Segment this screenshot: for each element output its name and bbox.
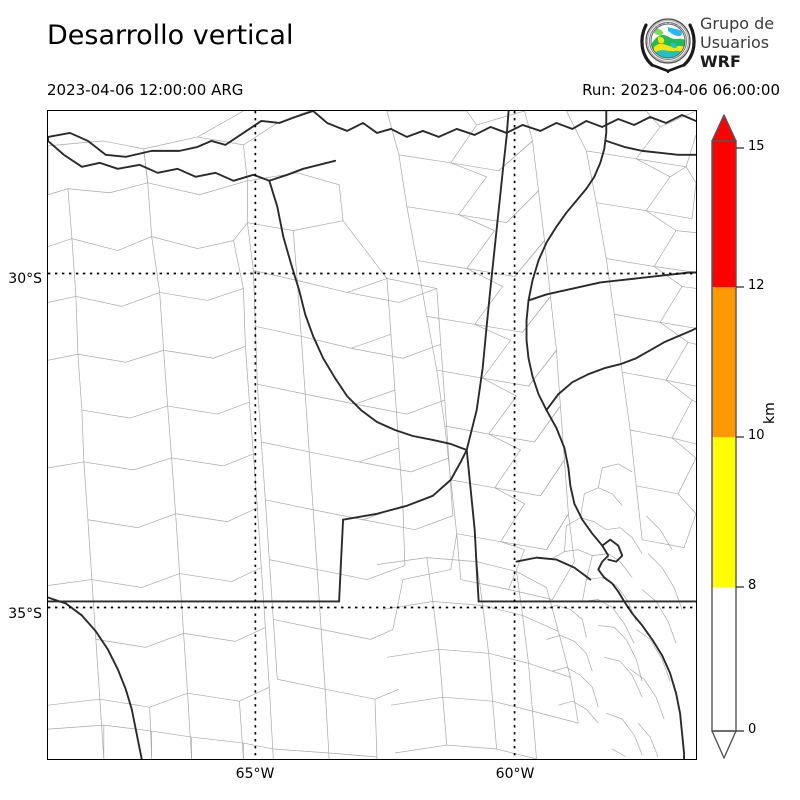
colorbar[interactable]: 15 12 10 8 0 km (710, 112, 800, 762)
map-department-boundaries (48, 111, 696, 759)
logo-line-3: WRF (700, 52, 741, 71)
logo-text: Grupo de Usuarios WRF (700, 14, 796, 71)
axis-label-lon-65w: 65°W (235, 766, 275, 782)
logo: Grupo de Usuarios WRF (638, 13, 796, 75)
map-gridlines (48, 111, 696, 759)
axis-label-lon-60w: 60°W (495, 766, 535, 782)
colorbar-tick-8: 8 (748, 578, 757, 593)
colorbar-tick-12: 12 (748, 278, 765, 293)
valid-time-label: 2023-04-06 12:00:00 ARG (47, 81, 244, 99)
axis-label-lat-30s: 30°S (8, 271, 42, 287)
map-canvas[interactable] (47, 110, 697, 760)
colorbar-tick-15: 15 (748, 139, 765, 154)
page-title: Desarrollo vertical (47, 20, 294, 51)
axis-label-lat-35s: 35°S (8, 606, 42, 622)
logo-line-1: Grupo de (700, 14, 775, 33)
wrf-users-group-globe-seal-icon (638, 13, 698, 73)
colorbar-tick-10: 10 (748, 428, 765, 443)
logo-line-2: Usuarios (700, 33, 770, 52)
map-province-boundaries (48, 111, 696, 759)
colorbar-tick-0: 0 (748, 722, 757, 737)
run-time-label: Run: 2023-04-06 06:00:00 (582, 81, 780, 99)
colorbar-unit-label: km (762, 402, 778, 424)
